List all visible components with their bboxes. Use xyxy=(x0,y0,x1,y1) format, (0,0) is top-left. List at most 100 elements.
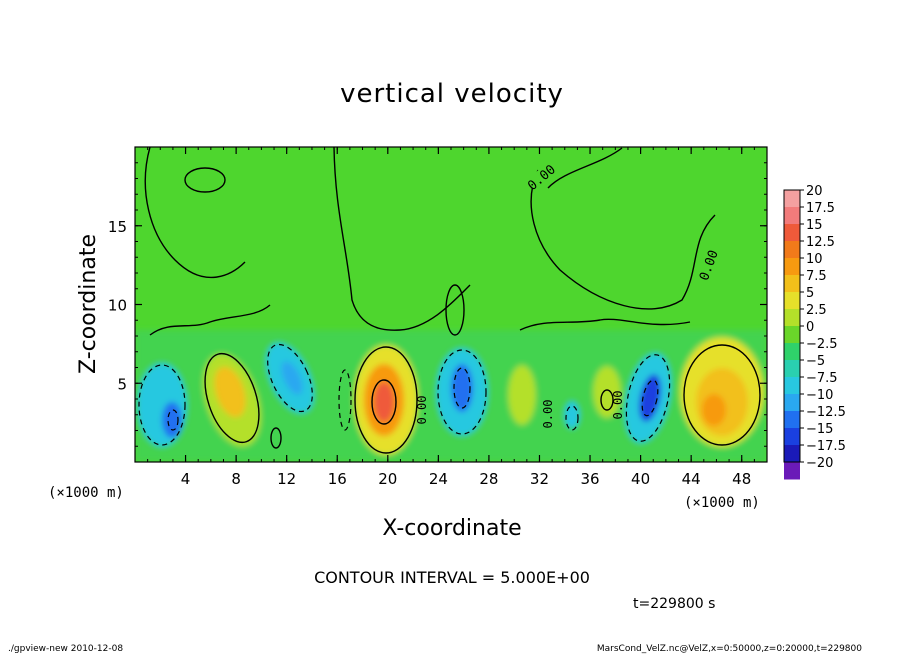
colorbar-swatch xyxy=(784,343,800,361)
contour-zero-right xyxy=(530,169,716,310)
y-axis: 5 10 15 xyxy=(108,162,767,447)
contour-neg-x40-inner xyxy=(641,379,659,417)
contour-pos-x7 xyxy=(204,352,260,444)
x-tick-label: 16 xyxy=(328,470,347,488)
contour-neg-x25-inner xyxy=(453,367,471,409)
x-tick-label: 12 xyxy=(277,470,296,488)
colorbar-label: 17.5 xyxy=(806,201,835,216)
y-axis-label: Z-coordinate xyxy=(76,234,101,374)
colorbar: 20 17.5 15 12.5 10 7.5 5 2.5 0 −2.5 −5 −7.5 −10 −12.5… xyxy=(783,184,846,480)
colorbar-swatch xyxy=(784,224,800,242)
contour-lines-negative xyxy=(138,343,671,446)
contour-lines xyxy=(144,147,761,454)
region-neg-x40-core xyxy=(639,374,661,422)
x-tick-label: 48 xyxy=(732,470,751,488)
colorbar-swatch xyxy=(784,428,800,446)
field-blobs xyxy=(135,330,767,462)
contour-closed-1 xyxy=(184,167,226,193)
colorbar-label: 15 xyxy=(806,218,823,233)
contour-neg-x17 xyxy=(338,369,352,431)
colorbar-label: −20 xyxy=(806,456,833,471)
y-tick-label: 5 xyxy=(117,375,127,393)
contour-pos-x20-outer xyxy=(354,346,418,454)
contour-label-3: 0.00 xyxy=(415,396,429,425)
y-tick-label: 10 xyxy=(108,297,127,315)
footer-left: ./gpview-new 2010-12-08 xyxy=(8,644,123,654)
chart-title: vertical velocity xyxy=(340,79,564,109)
x-tick-label: 4 xyxy=(181,470,191,488)
contour-zero-centre xyxy=(333,147,471,331)
contour-label-4: 0.00 xyxy=(541,400,555,429)
colorbar-label: −10 xyxy=(806,388,833,403)
colorbar-swatch xyxy=(784,241,800,259)
colorbar-swatch xyxy=(784,360,800,378)
x-axis: 4 8 12 16 20 24 28 32 36 40 44 48 xyxy=(147,147,755,488)
contour-pos-x37 xyxy=(600,389,614,411)
contour-closed-2 xyxy=(445,284,465,336)
contour-lower-wiggle xyxy=(149,304,691,336)
time-readout: t=229800 s xyxy=(633,596,715,612)
colorbar-swatch xyxy=(784,275,800,293)
colorbar-label: −5 xyxy=(806,354,825,369)
colorbar-swatch xyxy=(784,394,800,412)
contour-label-5: 0.00 xyxy=(611,391,625,420)
colorbar-label: 10 xyxy=(806,252,823,267)
colorbar-swatch xyxy=(784,377,800,395)
colorbar-label: −15 xyxy=(806,422,833,437)
plot-area: 0.00 0.00 0.00 0.00 0.00 xyxy=(135,147,767,462)
contour-label-bg-2 xyxy=(696,249,720,281)
colorbar-label: −17.5 xyxy=(806,439,846,454)
colorbar-label: 12.5 xyxy=(806,235,835,250)
colorbar-label: 0 xyxy=(806,320,814,335)
contour-neg-x34 xyxy=(565,405,579,431)
footer-right: MarsCond_VelZ.nc@VelZ,x=0:50000,z=0:2000… xyxy=(597,644,862,654)
region-neg-x3 xyxy=(137,363,187,447)
colorbar-label: 20 xyxy=(806,184,823,199)
contour-pos-x46 xyxy=(683,344,761,446)
colorbar-swatch xyxy=(784,190,800,208)
contour-neg-x3 xyxy=(138,364,186,446)
contour-pos-x20-inner xyxy=(371,379,397,425)
contour-zero-top xyxy=(547,147,623,189)
y-units-right: (×1000 m) xyxy=(684,495,760,511)
contour-label-bg-1 xyxy=(525,162,557,192)
contour-closed-3 xyxy=(270,427,282,449)
colorbar-swatch xyxy=(784,445,800,463)
region-pos-x20-core xyxy=(374,382,394,422)
colorbar-swatch xyxy=(784,292,800,310)
colorbar-swatch xyxy=(784,326,800,344)
x-tick-label: 8 xyxy=(231,470,241,488)
x-tick-label: 32 xyxy=(530,470,549,488)
region-neg-x11-core xyxy=(281,361,303,395)
region-pos-x46-peak xyxy=(702,394,726,426)
colorbar-label: −12.5 xyxy=(806,405,846,420)
colorbar-swatch xyxy=(784,309,800,327)
contour-zero-left xyxy=(144,147,246,279)
x-tick-label: 24 xyxy=(429,470,448,488)
contour-neg-x25 xyxy=(437,349,487,435)
x-units-left: (×1000 m) xyxy=(48,485,124,501)
colorbar-swatch xyxy=(784,207,800,225)
x-tick-label: 40 xyxy=(631,470,650,488)
colorbar-label: 5 xyxy=(806,286,814,301)
contour-interval: CONTOUR INTERVAL = 5.000E+00 xyxy=(314,568,590,587)
x-tick-label: 28 xyxy=(479,470,498,488)
colorbar-label: −7.5 xyxy=(806,371,838,386)
x-tick-label: 44 xyxy=(682,470,701,488)
colorbar-label: 7.5 xyxy=(806,269,827,284)
x-axis-label: X-coordinate xyxy=(382,516,521,541)
y-tick-label: 15 xyxy=(108,218,127,236)
colorbar-label: −2.5 xyxy=(806,337,838,352)
contour-neg-x3-inner xyxy=(167,409,179,431)
contour-neg-x11 xyxy=(267,343,313,413)
colorbar-label: 2.5 xyxy=(806,303,827,318)
region-neg-x25-core xyxy=(451,364,473,412)
region-pos-x37 xyxy=(593,366,621,418)
colorbar-swatch xyxy=(784,411,800,429)
colorbar-swatch xyxy=(784,462,800,480)
colorbar-swatch xyxy=(784,258,800,276)
x-tick-label: 36 xyxy=(580,470,599,488)
region-pos-x30 xyxy=(508,365,536,425)
